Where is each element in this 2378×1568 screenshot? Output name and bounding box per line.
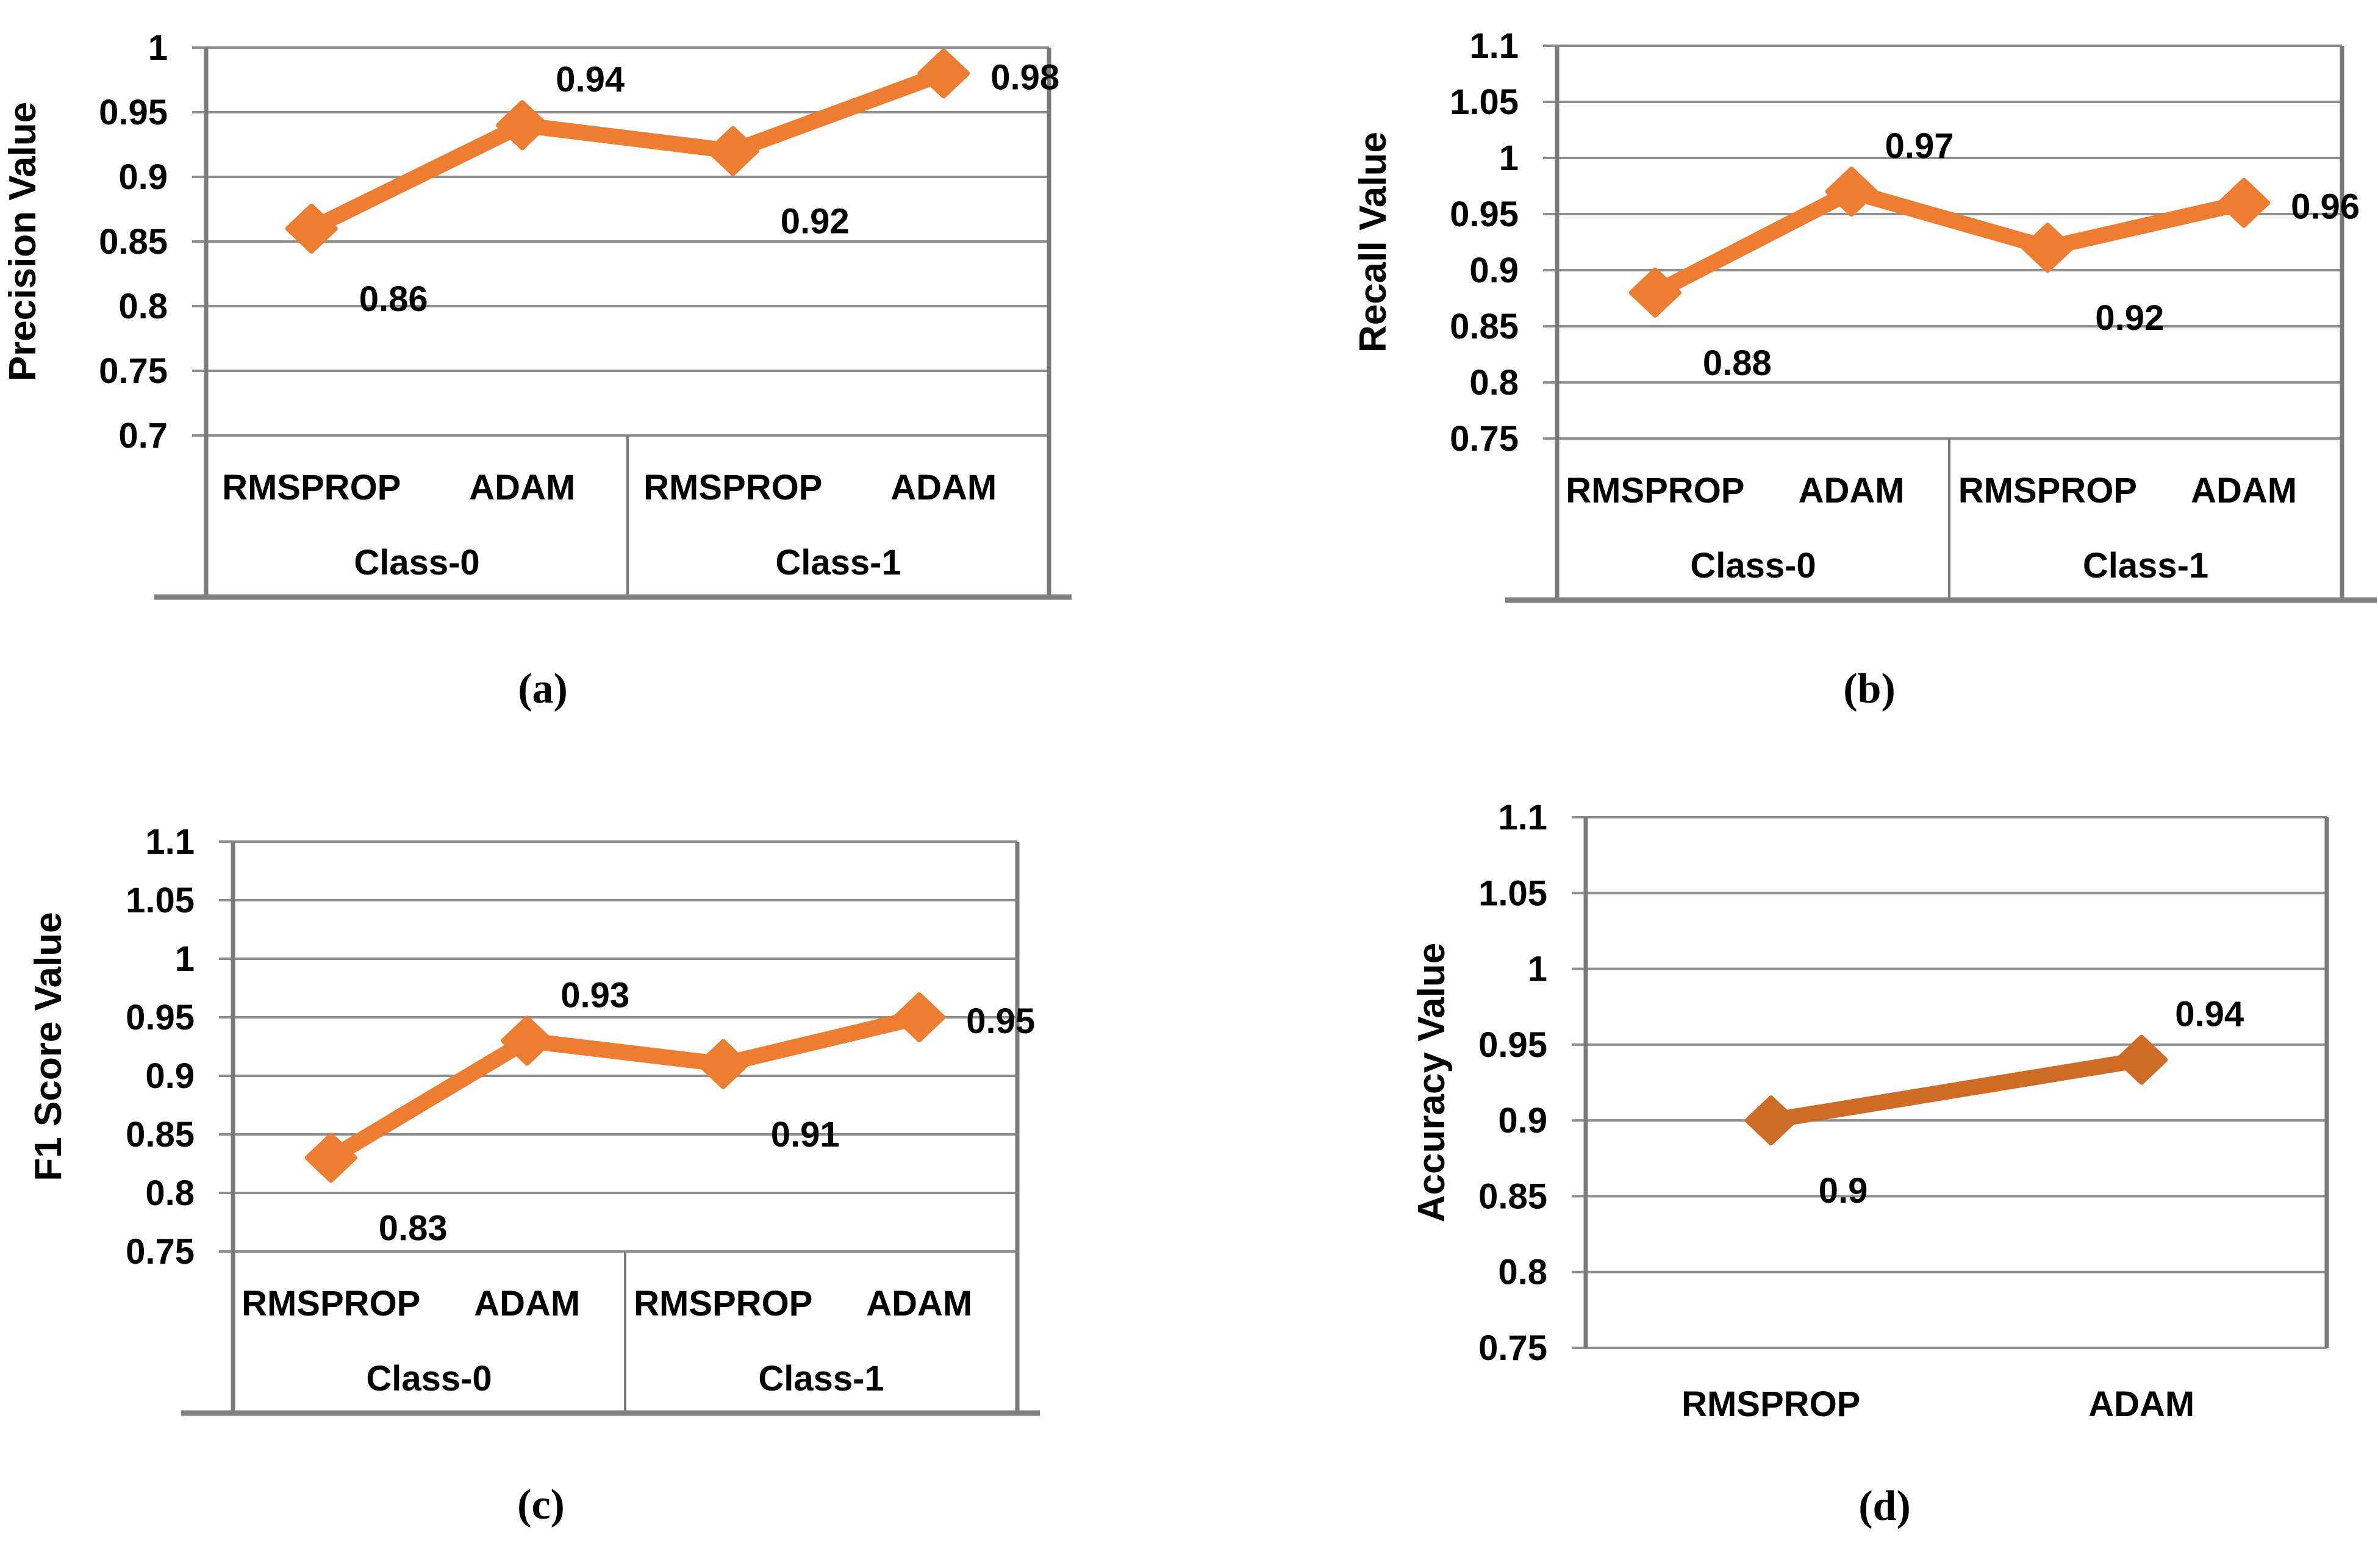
panel-caption: (b) <box>1843 665 1896 712</box>
y-tick-label: 0.75 <box>99 351 168 391</box>
y-tick-label: 1.1 <box>145 822 195 862</box>
data-point-label: 0.9 <box>1819 1171 1868 1211</box>
y-tick-label: 0.85 <box>99 222 168 262</box>
data-point-label: 0.97 <box>1885 126 1954 166</box>
category-label: RMSPROP <box>1566 471 1744 510</box>
y-tick-label: 0.95 <box>1450 195 1519 234</box>
y-tick-label: 0.95 <box>99 93 168 132</box>
y-tick-label: 1.1 <box>1498 798 1547 837</box>
data-point-marker <box>2218 177 2271 228</box>
y-tick-label: 1.1 <box>1469 26 1519 66</box>
category-label: ADAM <box>866 1284 972 1323</box>
y-tick-label: 0.9 <box>118 157 168 197</box>
data-point-marker <box>496 100 549 151</box>
category-label: ADAM <box>2191 471 2297 510</box>
y-tick-label: 0.95 <box>1478 1025 1547 1065</box>
data-point-marker <box>1825 166 1878 217</box>
y-tick-label: 0.8 <box>118 287 168 326</box>
y-tick-label: 0.8 <box>145 1173 195 1213</box>
data-point-marker <box>2115 1034 2168 1085</box>
category-label: RMSPROP <box>643 468 822 507</box>
group-label: Class-0 <box>1690 546 1816 585</box>
y-tick-label: 1 <box>1499 138 1519 178</box>
group-label: Class-1 <box>758 1359 884 1398</box>
data-point-label: 0.83 <box>379 1208 448 1248</box>
category-label: RMSPROP <box>222 468 401 507</box>
y-tick-label: 1 <box>148 28 168 68</box>
group-label: Class-1 <box>775 543 901 582</box>
data-point-marker <box>285 203 338 254</box>
y-tick-label: 0.95 <box>126 998 195 1037</box>
data-point-label: 0.94 <box>2175 995 2244 1034</box>
data-point-label: 0.92 <box>781 202 850 242</box>
y-tick-label: 1.05 <box>126 881 195 920</box>
panel-d: 1.1 1.05 1 0.95 0.9 0.85 0.8 0.75 RMSPROP ADAM 0.9… <box>1411 798 2329 1530</box>
y-tick-label: 0.75 <box>1478 1328 1547 1368</box>
category-label: ADAM <box>469 468 575 507</box>
data-point-label: 0.93 <box>560 975 629 1015</box>
category-label: RMSPROP <box>1958 471 2137 510</box>
data-point-label: 0.91 <box>771 1115 840 1155</box>
y-tick-label: 0.7 <box>118 416 168 456</box>
category-label: ADAM <box>890 468 997 507</box>
series-line <box>1763 1051 2150 1129</box>
category-label: RMSPROP <box>1681 1384 1860 1424</box>
category-label: ADAM <box>2088 1384 2194 1424</box>
series-line <box>1647 184 2252 301</box>
y-tick-label: 0.9 <box>145 1056 195 1096</box>
y-tick-label: 1.05 <box>1478 873 1547 913</box>
category-label: RMSPROP <box>242 1284 420 1323</box>
y-tick-label: 1.05 <box>1450 82 1519 122</box>
data-point-marker <box>2021 223 2074 273</box>
y-axis-title: Accuracy Value <box>1411 943 1453 1222</box>
y-tick-label: 1 <box>175 939 195 979</box>
category-label: RMSPROP <box>634 1284 812 1323</box>
data-point-marker <box>893 992 946 1042</box>
y-tick-label: 0.8 <box>1469 363 1519 403</box>
data-point-label: 0.88 <box>1703 343 1772 383</box>
data-point-label: 0.96 <box>2291 187 2360 227</box>
panel-caption: (c) <box>517 1481 565 1528</box>
panel-c: 1.1 1.05 1 0.95 0.9 0.85 0.8 0.75 Class-0 Class-1… <box>27 822 1040 1528</box>
y-tick-label: 0.85 <box>1450 307 1519 346</box>
group-label: Class-0 <box>366 1359 492 1398</box>
y-tick-label: 0.85 <box>1478 1176 1547 1216</box>
y-axis-title: Recall Value <box>1352 132 1394 353</box>
y-tick-label: 0.8 <box>1498 1253 1547 1292</box>
data-point-marker <box>706 126 759 176</box>
category-label: ADAM <box>474 1284 580 1323</box>
y-tick-label: 1 <box>1528 950 1547 989</box>
y-axis-title: Precision Value <box>2 102 44 381</box>
category-label: ADAM <box>1799 471 1905 510</box>
y-axis-title: F1 Score Value <box>27 912 70 1181</box>
y-tick-label: 0.85 <box>126 1115 195 1155</box>
data-point-label: 0.98 <box>990 57 1059 97</box>
y-tick-label: 0.75 <box>1450 419 1519 459</box>
group-label: Class-0 <box>354 543 479 582</box>
data-point-marker <box>697 1039 750 1089</box>
y-tick-label: 0.75 <box>126 1232 195 1272</box>
panel-caption: (a) <box>518 665 568 712</box>
data-point-label: 0.95 <box>966 1001 1035 1041</box>
data-point-marker <box>1744 1095 1797 1146</box>
panel-caption: (d) <box>1858 1483 1911 1530</box>
y-tick-label: 0.9 <box>1469 251 1519 290</box>
series-line <box>323 1009 928 1166</box>
series-line <box>303 65 952 237</box>
data-point-marker <box>304 1133 357 1183</box>
y-tick-label: 0.9 <box>1498 1101 1547 1140</box>
data-point-marker <box>917 48 970 99</box>
data-point-label: 0.92 <box>2095 298 2164 338</box>
data-point-label: 0.94 <box>556 60 625 99</box>
data-point-label: 0.86 <box>359 279 428 319</box>
data-point-marker <box>501 1015 554 1066</box>
data-point-marker <box>1628 267 1681 318</box>
panel-a: 1 0.95 0.9 0.85 0.8 0.75 0.7 Class-0 Class-1 RMSP… <box>2 28 1072 712</box>
group-label: Class-1 <box>2083 546 2208 585</box>
panel-b: 1.1 1.05 1 0.95 0.9 0.85 0.8 0.75 Class-0 Class-1… <box>1352 26 2377 712</box>
